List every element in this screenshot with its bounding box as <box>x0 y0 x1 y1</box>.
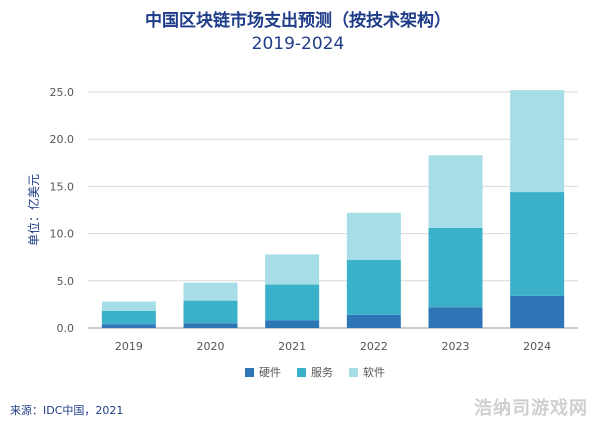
y-tick-label: 5.0 <box>57 275 75 288</box>
y-tick-label: 10.0 <box>50 228 75 241</box>
chart-subtitle: 2019-2024 <box>251 34 345 54</box>
bar-软件-2019 <box>101 301 156 312</box>
bar-软件-2023 <box>428 155 483 228</box>
x-tick-label: 2024 <box>523 340 551 353</box>
bar-硬件-2020 <box>183 323 238 328</box>
y-tick-label: 15.0 <box>50 180 75 193</box>
chart-title: 中国区块链市场支出预测（按技术架构） <box>145 11 451 31</box>
legend-label: 硬件 <box>259 366 281 379</box>
bar-硬件-2021 <box>265 320 320 328</box>
y-tick-label: 25.0 <box>50 86 75 99</box>
bar-硬件-2022 <box>346 314 401 328</box>
legend-label: 软件 <box>363 365 385 379</box>
bar-硬件-2023 <box>428 307 483 328</box>
legend-label: 服务 <box>311 366 333 379</box>
source-note: 来源：IDC中国，2021 <box>10 404 124 417</box>
bar-服务-2022 <box>346 260 401 315</box>
bar-硬件-2024 <box>510 295 565 328</box>
bar-软件-2021 <box>265 254 320 285</box>
bar-服务-2021 <box>265 284 320 321</box>
x-tick-label: 2021 <box>278 340 306 353</box>
legend-swatch <box>245 368 254 377</box>
bar-服务-2023 <box>428 227 483 308</box>
y-tick-label: 20.0 <box>50 133 75 146</box>
y-axis-label: 单位：亿美元 <box>26 174 41 246</box>
y-tick-label: 0.0 <box>57 322 75 335</box>
x-tick-label: 2023 <box>442 340 470 353</box>
watermark: 浩纳司游戏网 <box>474 398 588 419</box>
bar-服务-2020 <box>183 300 238 324</box>
bar-服务-2019 <box>101 311 156 325</box>
bar-软件-2020 <box>183 282 238 301</box>
x-tick-label: 2019 <box>115 340 143 353</box>
legend-swatch <box>297 368 306 377</box>
bar-硬件-2019 <box>101 324 156 328</box>
bar-软件-2024 <box>510 90 565 193</box>
x-tick-label: 2022 <box>360 340 388 353</box>
bar-服务-2024 <box>510 192 565 296</box>
x-tick-label: 2020 <box>197 340 225 353</box>
legend-swatch <box>349 368 358 377</box>
bar-软件-2022 <box>346 212 401 261</box>
